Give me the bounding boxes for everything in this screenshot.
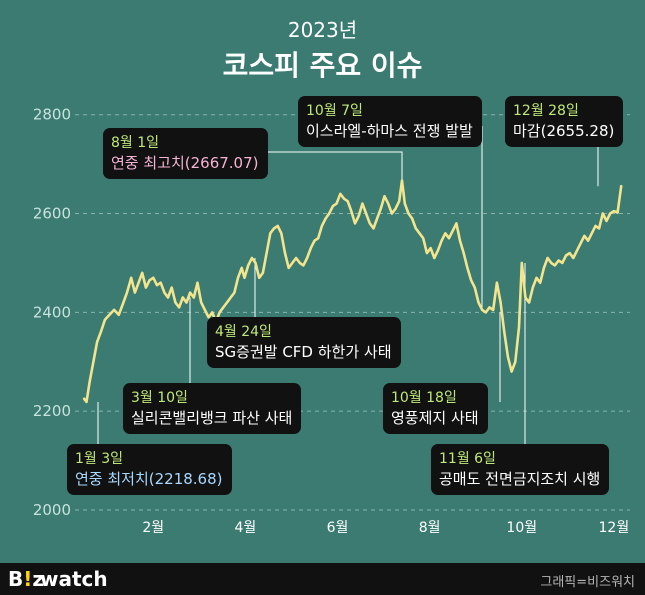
annotation-leader bbox=[265, 151, 403, 181]
annotation-date: 1월 3일 bbox=[75, 451, 124, 467]
y-tick-label: 2000 bbox=[33, 501, 71, 519]
annotation-text: SG증권발 CFD 하한가 사태 bbox=[215, 343, 392, 361]
annotation-date: 12월 28일 bbox=[513, 103, 579, 119]
y-tick-label: 2600 bbox=[33, 205, 71, 223]
annotation-date: 4월 24일 bbox=[215, 324, 272, 340]
y-tick-label: 2400 bbox=[33, 303, 71, 321]
kospi-series-line bbox=[82, 179, 623, 404]
chart-title: 코스피 주요 이슈 bbox=[222, 49, 423, 82]
x-tick-label: 10월 bbox=[506, 520, 537, 536]
annotation-text: 마감(2655.28) bbox=[513, 122, 615, 140]
x-tick-label: 12월 bbox=[599, 520, 630, 536]
annotation-date: 10월 7일 bbox=[306, 103, 363, 119]
y-tick-label: 2200 bbox=[33, 402, 71, 420]
graphic-credit: 그래픽=비즈워치 bbox=[540, 575, 635, 590]
annotation-date: 8월 1일 bbox=[111, 135, 160, 151]
annotation-aug-1: 8월 1일 연중 최고치(2667.07) bbox=[103, 128, 268, 179]
bizwatch-logo-text: watch bbox=[40, 567, 108, 591]
x-tick-label: 8월 bbox=[419, 520, 441, 536]
annotation-mar-10: 3월 10일 실리콘밸리뱅크 파산 사태 bbox=[123, 383, 302, 434]
annotation-text: 이스라엘-하마스 전쟁 발발 bbox=[306, 122, 473, 140]
annotation-nov-6: 11월 6일 공매도 전면금지조치 시행 bbox=[431, 444, 610, 495]
annotation-oct-18: 10월 18일 영풍제지 사태 bbox=[383, 383, 488, 434]
annotation-date: 11월 6일 bbox=[439, 451, 496, 467]
annotation-text: 연중 최저치(2218.68) bbox=[75, 470, 223, 488]
annotation-apr-24: 4월 24일 SG증권발 CFD 하한가 사태 bbox=[207, 317, 401, 368]
annotation-text: 공매도 전면금지조치 시행 bbox=[439, 470, 601, 488]
annotation-jan-3: 1월 3일 연중 최저치(2218.68) bbox=[67, 444, 232, 495]
annotation-text: 실리콘밸리뱅크 파산 사태 bbox=[131, 409, 293, 427]
footer-bar: B!z watch 그래픽=비즈워치 bbox=[0, 563, 645, 595]
y-tick-label: 2800 bbox=[33, 106, 71, 124]
chart-year: 2023년 bbox=[287, 18, 358, 42]
annotation-date: 3월 10일 bbox=[131, 390, 188, 406]
x-tick-label: 6월 bbox=[327, 520, 349, 536]
x-tick-label: 2월 bbox=[142, 520, 164, 536]
annotation-date: 10월 18일 bbox=[391, 390, 457, 406]
annotation-text: 영풍제지 사태 bbox=[391, 409, 479, 427]
bizwatch-logo: B!z bbox=[8, 567, 45, 591]
annotation-text: 연중 최고치(2667.07) bbox=[111, 154, 259, 172]
annotation-oct-7: 10월 7일 이스라엘-하마스 전쟁 발발 bbox=[298, 96, 482, 147]
annotation-dec-28: 12월 28일 마감(2655.28) bbox=[505, 96, 624, 147]
x-tick-label: 4월 bbox=[235, 520, 257, 536]
